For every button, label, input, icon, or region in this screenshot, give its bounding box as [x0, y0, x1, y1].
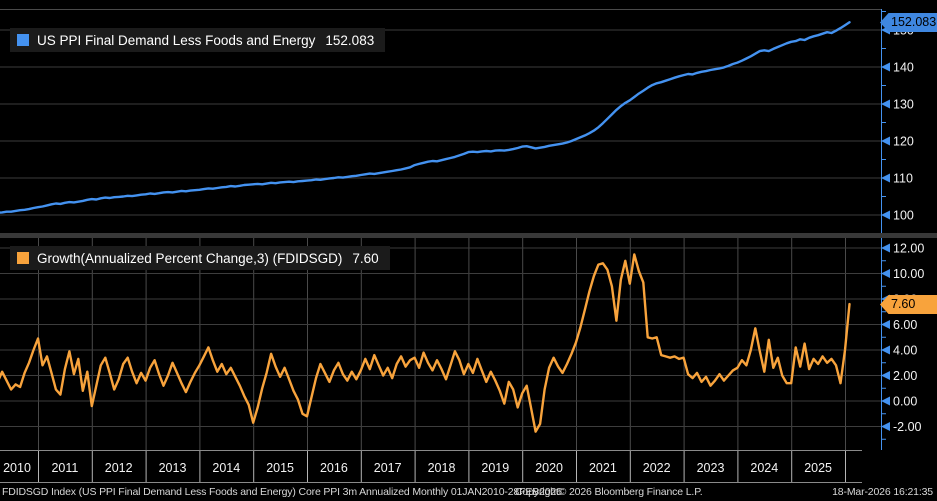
x-axis-year-label: 2024 [750, 461, 778, 475]
legend-bottom-value: 7.60 [352, 250, 379, 266]
legend-top-value: 152.083 [325, 32, 375, 48]
x-axis-year-label: 2014 [212, 461, 240, 475]
y-axis-tick-arrow-icon [881, 396, 890, 406]
panel-separator[interactable] [0, 233, 937, 238]
x-axis-year-label: 2020 [535, 461, 563, 475]
x-axis-year-label: 2012 [105, 461, 133, 475]
x-axis-year-label: 2016 [320, 461, 348, 475]
x-axis-year-label: 2017 [374, 461, 402, 475]
x-axis-year-label: 2018 [428, 461, 456, 475]
y-axis-tick-label: 4.00 [893, 344, 917, 358]
top-series-swatch-icon [17, 34, 29, 46]
legend-bottom-series[interactable]: Growth(Annualized Percent Change,3) (FDI… [10, 246, 390, 270]
y-axis-tick-arrow-icon [881, 345, 890, 355]
y-axis-tick-arrow-icon [881, 99, 890, 109]
y-axis-tick-label: 110 [893, 172, 913, 186]
y-axis-tick-label: -2.00 [893, 420, 922, 434]
y-axis-tick-arrow-icon [881, 210, 890, 220]
last-value-badge-bottom: 7.60 [880, 295, 937, 314]
x-axis-year-label: 2025 [804, 461, 832, 475]
legend-bottom-label: Growth(Annualized Percent Change,3) (FDI… [37, 250, 343, 266]
x-axis-year-label: 2011 [51, 461, 78, 475]
footer-timestamp: 18-Mar-2026 16:21:35 [832, 486, 933, 498]
footer-copyright: Copyright© 2026 Bloomberg Finance L.P. [515, 486, 703, 498]
x-axis-year-label: 2022 [643, 461, 671, 475]
last-value-badge-top: 152.083 [880, 13, 937, 32]
x-axis-year-label: 2021 [589, 461, 617, 475]
y-axis-tick-label: 140 [893, 61, 914, 75]
footer-description: FDIDSGD Index (US PPI Final Demand Less … [2, 486, 562, 498]
x-axis-year-strip: 2010 2011 2012 2013 2014 2015 2016 2017 2018 2019… [0, 450, 862, 483]
bottom-series-swatch-icon [17, 252, 29, 264]
y-axis-tick-label: 2.00 [893, 369, 917, 383]
y-axis-tick-label: 6.00 [893, 318, 917, 332]
y-axis-tick-label: 12.00 [893, 242, 924, 256]
x-axis-year-label: 2010 [3, 461, 31, 475]
y-axis-tick-label: 0.00 [893, 395, 917, 409]
y-axis-tick-arrow-icon [881, 243, 890, 253]
y-axis-tick-arrow-icon [881, 173, 890, 183]
y-axis-tick-arrow-icon [881, 62, 890, 72]
y-axis-tick-label: 10.00 [893, 267, 924, 281]
x-axis-year-label: 2015 [266, 461, 294, 475]
y-axis-tick-arrow-icon [881, 269, 890, 278]
y-axis-tick-arrow-icon [881, 320, 890, 329]
y-axis-tick-arrow-icon [881, 371, 890, 380]
x-axis-year-label: 2013 [159, 461, 187, 475]
y-axis-tick-label: 120 [893, 135, 914, 149]
ppi-index-line [0, 21, 851, 214]
x-axis-year-label: 2019 [481, 461, 509, 475]
y-axis-tick-label: 130 [893, 98, 914, 112]
y-axis-tick-label: 100 [893, 209, 914, 223]
x-axis-year-label: 2023 [697, 461, 725, 475]
legend-top-label: US PPI Final Demand Less Foods and Energ… [37, 32, 316, 48]
legend-top-series[interactable]: US PPI Final Demand Less Foods and Energ… [10, 28, 386, 52]
y-axis-tick-arrow-icon [881, 136, 890, 146]
growth-rate-line [0, 253, 851, 433]
y-axis-tick-arrow-icon [881, 422, 890, 431]
